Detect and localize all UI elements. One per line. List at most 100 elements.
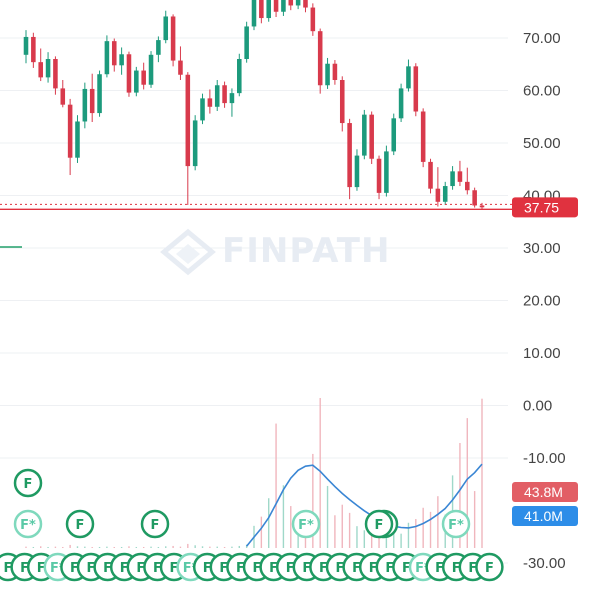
volume-bar <box>194 545 196 548</box>
volume-bar <box>113 546 115 548</box>
volume-bar <box>378 530 380 548</box>
y-tick-label: 50.00 <box>523 135 561 152</box>
volume-bar <box>150 546 152 548</box>
event-marker[interactable]: F <box>475 552 504 582</box>
event-marker[interactable]: F <box>65 509 95 539</box>
value-tags: 37.75 43.8M 41.0M <box>512 197 578 526</box>
candle-body <box>119 54 124 66</box>
candle-body <box>244 26 249 59</box>
event-marker[interactable]: F* <box>13 509 43 539</box>
event-marker-label: F* <box>298 518 314 533</box>
volume-bar <box>415 519 417 548</box>
event-marker[interactable]: F <box>140 509 170 539</box>
volume-bar <box>98 546 101 548</box>
candle-body <box>185 74 191 167</box>
y-tick-label: 0.00 <box>523 398 552 415</box>
candle-body <box>192 120 198 167</box>
event-marker-label: F <box>70 561 79 576</box>
volume-bar <box>290 506 292 548</box>
event-marker-label: F <box>452 561 461 576</box>
candle-body <box>89 88 95 114</box>
candle-body <box>465 181 470 191</box>
event-marker-label: F <box>236 561 245 576</box>
volume-bar <box>32 546 35 548</box>
candle-body <box>288 0 294 6</box>
event-marker-label: F <box>151 518 160 533</box>
candle-body <box>178 60 183 75</box>
candle-body <box>111 41 117 66</box>
candle-body <box>170 16 176 61</box>
event-marker-label: F <box>219 561 228 576</box>
candle-body <box>45 59 51 78</box>
candle-body <box>339 80 345 124</box>
event-marker-label: F <box>435 561 444 576</box>
volume-bar <box>334 515 336 548</box>
volume-bar <box>84 546 86 548</box>
candle-body <box>97 74 102 114</box>
candle-body <box>406 66 411 89</box>
volume-tag <box>512 482 578 502</box>
event-marker-label: F <box>24 477 33 492</box>
volume-tag-label: 41.0M <box>524 508 563 524</box>
volume-tag-label: 43.8M <box>524 484 563 500</box>
volume-bar <box>120 546 123 548</box>
price-tag <box>512 197 578 218</box>
volume-bar <box>238 545 240 548</box>
volume-bar <box>172 545 174 548</box>
candle-body <box>295 0 301 6</box>
candle-body <box>75 121 80 158</box>
event-marker-label: F <box>468 561 477 576</box>
candle-body <box>229 93 235 104</box>
event-marker[interactable]: F <box>13 468 43 498</box>
candle-body <box>303 0 308 8</box>
candle-body <box>67 104 73 158</box>
y-axis: 70.0060.0050.0040.0030.0020.0010.000.00-… <box>523 30 566 572</box>
event-marker-label: F <box>153 561 162 576</box>
candle-body <box>354 155 360 188</box>
candle-body <box>428 161 433 189</box>
volume-bar <box>385 535 388 548</box>
event-marker-label: F <box>286 561 295 576</box>
event-marker-label: F <box>120 561 129 576</box>
event-marker[interactable]: F <box>364 509 394 539</box>
candle-body <box>472 190 477 206</box>
volume-bar <box>326 485 329 548</box>
event-marker-label: F <box>20 561 29 576</box>
volume-bar <box>209 546 211 548</box>
event-marker-label: F <box>402 561 411 576</box>
candle-body <box>104 41 110 75</box>
event-marker-label: F* <box>448 518 464 533</box>
watermark: FINPATH <box>222 231 390 271</box>
volume-bar <box>128 546 130 548</box>
candle-body <box>214 85 220 107</box>
volume-bar <box>429 511 432 548</box>
event-marker[interactable]: F* <box>291 509 321 539</box>
candle-body <box>222 85 227 104</box>
event-marker-label: F <box>269 561 278 576</box>
candle-body <box>163 16 169 41</box>
volume-bar <box>231 546 233 548</box>
candle-body <box>442 186 448 202</box>
volume-bar <box>422 507 424 548</box>
candle-body <box>273 0 279 12</box>
candle-body <box>266 0 271 19</box>
event-marker[interactable]: F* <box>441 509 471 539</box>
candle-body <box>237 59 242 94</box>
volume-bar <box>54 546 57 548</box>
event-marker-label: F <box>319 561 328 576</box>
candle-body <box>384 151 389 193</box>
volume-bar <box>282 485 285 548</box>
volume-bar <box>341 504 343 548</box>
candle-body <box>259 0 264 19</box>
candle-body <box>23 36 29 55</box>
volume-bar <box>201 546 204 548</box>
y-tick-label: -30.00 <box>523 555 566 572</box>
candle-body <box>391 118 397 152</box>
event-marker-label: F <box>136 561 145 576</box>
candle-body <box>148 54 154 85</box>
candle-body <box>376 158 382 193</box>
event-marker-label: F <box>170 561 179 576</box>
candle-body <box>420 111 426 162</box>
candle-body <box>156 40 161 55</box>
volume-bar <box>363 530 366 548</box>
